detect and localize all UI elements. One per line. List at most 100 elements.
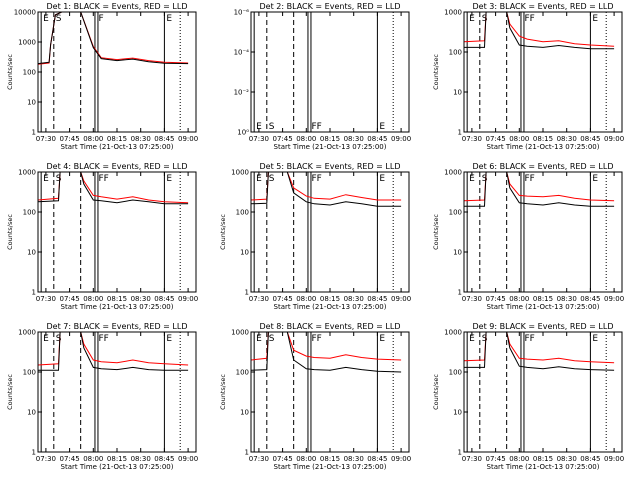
x-tick-label: 08:00 bbox=[509, 455, 529, 463]
x-tick-label: 07:30 bbox=[249, 295, 269, 303]
plot-frame bbox=[250, 11, 410, 133]
x-tick-label: 09:00 bbox=[604, 135, 624, 143]
x-axis-label: Start Time (21-Oct-13 07:25:00) bbox=[61, 143, 174, 151]
x-tick-label: 08:15 bbox=[320, 135, 340, 143]
y-tick-label: 10000 bbox=[14, 9, 36, 17]
event-marker-label: E bbox=[379, 334, 385, 344]
y-tick-label: 1000 bbox=[18, 169, 36, 177]
x-tick-label: 08:45 bbox=[580, 135, 600, 143]
y-tick-label: 100 bbox=[23, 69, 36, 77]
y-tick-label: 100 bbox=[23, 209, 36, 217]
y-tick-label: 10 bbox=[27, 409, 36, 417]
y-tick-label: 100 bbox=[449, 369, 462, 377]
event-marker-label: E bbox=[592, 334, 598, 344]
event-marker-label: FF bbox=[524, 14, 534, 24]
event-marker-label: FF bbox=[524, 334, 534, 344]
y-axis-label: Counts/sec bbox=[219, 214, 227, 250]
x-tick-label: 07:45 bbox=[60, 295, 80, 303]
event-marker-label: FF bbox=[311, 334, 321, 344]
y-tick-label: 10 bbox=[453, 89, 462, 97]
x-tick-label: 08:30 bbox=[344, 135, 364, 143]
plot-frame bbox=[37, 331, 197, 453]
y-tick-label: 100 bbox=[23, 369, 36, 377]
y-tick-label: 1 bbox=[458, 129, 462, 137]
x-tick-label: 08:45 bbox=[367, 135, 387, 143]
panel-title: Det 3: BLACK = Events, RED = LLD bbox=[473, 2, 614, 11]
x-tick-label: 08:15 bbox=[533, 295, 553, 303]
x-tick-label: 09:00 bbox=[391, 135, 411, 143]
x-tick-label: 08:30 bbox=[131, 135, 151, 143]
y-tick-label: 1 bbox=[458, 289, 462, 297]
y-tick-label: 1000 bbox=[231, 169, 249, 177]
x-tick-label: 07:30 bbox=[36, 135, 56, 143]
event-marker-label: F bbox=[98, 14, 103, 24]
panel-title: Det 1: BLACK = Events, RED = LLD bbox=[47, 2, 188, 11]
plot-frame bbox=[463, 331, 623, 453]
y-axis-label: Counts/sec bbox=[432, 374, 440, 410]
y-axis-label: Counts/sec bbox=[6, 214, 14, 250]
x-tick-label: 08:15 bbox=[107, 295, 127, 303]
y-axis-label: Counts/sec bbox=[6, 374, 14, 410]
plot-frame bbox=[250, 331, 410, 453]
x-tick-label: 07:30 bbox=[462, 295, 482, 303]
event-marker-label: FF bbox=[311, 174, 321, 184]
y-tick-label: 100 bbox=[236, 369, 249, 377]
y-axis-label: Counts/sec bbox=[432, 214, 440, 250]
x-tick-label: 09:00 bbox=[604, 455, 624, 463]
x-axis-label: Start Time (21-Oct-13 07:25:00) bbox=[274, 303, 387, 311]
x-axis-label: Start Time (21-Oct-13 07:25:00) bbox=[487, 303, 600, 311]
event-marker-label: E bbox=[166, 14, 172, 24]
x-tick-label: 07:30 bbox=[462, 135, 482, 143]
event-marker-label: E bbox=[469, 14, 475, 24]
event-marker-label: S bbox=[269, 174, 275, 184]
x-tick-label: 08:15 bbox=[107, 455, 127, 463]
y-tick-label: 10 bbox=[240, 249, 249, 257]
x-tick-label: 07:30 bbox=[249, 455, 269, 463]
event-marker-label: S bbox=[482, 174, 488, 184]
event-marker-label: E bbox=[469, 334, 475, 344]
series-black-line bbox=[37, 11, 189, 65]
event-marker-label: S bbox=[269, 334, 275, 344]
x-tick-label: 08:30 bbox=[557, 295, 577, 303]
x-tick-label: 08:00 bbox=[83, 295, 103, 303]
x-tick-label: 08:00 bbox=[296, 295, 316, 303]
y-tick-label: 1000 bbox=[18, 39, 36, 47]
event-marker-label: S bbox=[482, 14, 488, 24]
x-tick-label: 09:00 bbox=[178, 455, 198, 463]
y-tick-label: 10 bbox=[27, 99, 36, 107]
plot-frame bbox=[463, 11, 623, 133]
event-marker-label: E bbox=[166, 174, 172, 184]
y-tick-label: 1 bbox=[32, 129, 36, 137]
x-tick-label: 07:45 bbox=[273, 295, 293, 303]
y-tick-label: 10 bbox=[453, 249, 462, 257]
event-marker-label: E bbox=[256, 334, 262, 344]
panel-title: Det 7: BLACK = Events, RED = LLD bbox=[47, 322, 188, 331]
y-tick-label: 1 bbox=[458, 449, 462, 457]
x-tick-label: 08:45 bbox=[580, 295, 600, 303]
panel-title: Det 5: BLACK = Events, RED = LLD bbox=[260, 162, 401, 171]
x-axis-label: Start Time (21-Oct-13 07:25:00) bbox=[487, 463, 600, 471]
event-marker-label: E bbox=[379, 174, 385, 184]
x-tick-label: 08:30 bbox=[557, 135, 577, 143]
y-tick-label: 10 bbox=[453, 409, 462, 417]
x-tick-label: 09:00 bbox=[178, 135, 198, 143]
y-tick-label: 1 bbox=[32, 289, 36, 297]
x-tick-label: 07:30 bbox=[249, 135, 269, 143]
x-tick-label: 08:15 bbox=[107, 135, 127, 143]
event-marker-label: FF bbox=[524, 174, 534, 184]
x-tick-label: 07:30 bbox=[36, 455, 56, 463]
x-tick-label: 07:45 bbox=[273, 135, 293, 143]
panel-title: Det 2: BLACK = Events, RED = LLD bbox=[260, 2, 401, 11]
y-tick-label: 1000 bbox=[18, 329, 36, 337]
x-tick-label: 09:00 bbox=[391, 295, 411, 303]
x-tick-label: 07:45 bbox=[486, 295, 506, 303]
x-tick-label: 08:15 bbox=[533, 135, 553, 143]
x-tick-label: 08:45 bbox=[367, 295, 387, 303]
y-tick-label: 100 bbox=[449, 49, 462, 57]
y-axis-label: Counts/sec bbox=[432, 54, 440, 90]
event-marker-label: E bbox=[592, 14, 598, 24]
